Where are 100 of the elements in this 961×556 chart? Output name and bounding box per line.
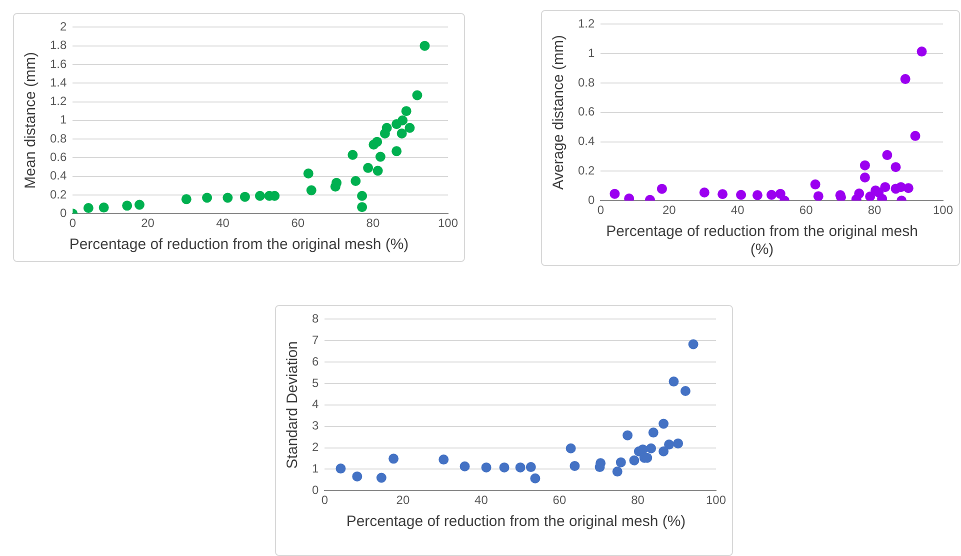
y-tick-label: 8 xyxy=(312,312,319,326)
x-tick-label: 100 xyxy=(932,203,954,218)
point xyxy=(664,440,674,450)
x-tick-label: 0 xyxy=(69,216,76,230)
point xyxy=(392,146,402,156)
point xyxy=(680,386,690,396)
y-tick-label: 0.4 xyxy=(50,168,67,183)
point xyxy=(752,190,762,200)
y-tick-label: 1.2 xyxy=(578,16,595,31)
y-tick-label: 0.4 xyxy=(578,134,595,148)
point xyxy=(813,191,824,201)
point xyxy=(718,189,728,200)
point xyxy=(240,192,250,202)
point xyxy=(98,202,109,213)
point xyxy=(616,457,626,468)
point xyxy=(372,136,382,147)
x-tick-label: 20 xyxy=(141,216,155,230)
point xyxy=(376,472,386,483)
y-tick-label: 0.8 xyxy=(578,75,595,90)
y-tick-label: 3 xyxy=(312,418,319,433)
point xyxy=(658,418,669,429)
point xyxy=(382,122,392,133)
y-tick-label: 7 xyxy=(312,332,319,347)
point xyxy=(332,178,342,188)
point xyxy=(916,46,927,57)
y-tick-label: 6 xyxy=(312,354,319,368)
point xyxy=(438,454,449,465)
point xyxy=(699,188,710,198)
point xyxy=(610,188,620,199)
y-tick-label: 4 xyxy=(312,397,319,412)
point xyxy=(673,438,684,448)
point xyxy=(570,460,580,471)
point xyxy=(656,184,667,194)
x-tick-label: 60 xyxy=(291,216,305,230)
point xyxy=(910,130,920,141)
point xyxy=(646,443,656,454)
point xyxy=(83,203,94,214)
point xyxy=(357,190,368,201)
x-tick-label: 40 xyxy=(474,493,488,508)
x-tick-label: 40 xyxy=(216,216,230,230)
point xyxy=(375,152,386,162)
y-tick-label: 0.6 xyxy=(578,104,595,119)
point xyxy=(350,176,361,186)
y-tick-label: 1.4 xyxy=(50,75,67,90)
point xyxy=(306,185,316,196)
point xyxy=(363,162,374,173)
y-tick-label: 0.6 xyxy=(50,150,67,164)
y-tick-label: 0.2 xyxy=(50,187,67,202)
x-tick-label: 60 xyxy=(799,203,814,218)
y-tick-label: 1.8 xyxy=(50,38,67,52)
point xyxy=(398,115,408,126)
point xyxy=(854,188,864,199)
point xyxy=(865,191,876,201)
x-tick-label: 0 xyxy=(321,493,328,508)
y-tick-label: 1.6 xyxy=(50,56,67,71)
point xyxy=(181,194,192,204)
x-tick-label: 80 xyxy=(631,493,645,508)
point xyxy=(526,462,536,472)
y-tick-label: 1 xyxy=(588,46,595,60)
point xyxy=(566,443,576,454)
point xyxy=(122,200,132,211)
point xyxy=(222,192,233,203)
point xyxy=(860,160,870,170)
point xyxy=(404,122,415,133)
x-axis-title: Percentage of reduction from the original mesh (%) xyxy=(68,236,410,254)
x-axis-title: Percentage of reduction from the original mesh (%) xyxy=(345,513,687,531)
y-tick-label: 0.2 xyxy=(578,164,595,178)
point xyxy=(202,192,212,203)
point xyxy=(515,462,526,472)
point xyxy=(648,428,658,438)
y-tick-label: 1 xyxy=(60,112,67,127)
point xyxy=(629,455,640,466)
point xyxy=(688,339,698,350)
y-tick-label: 1.2 xyxy=(50,94,67,108)
point xyxy=(420,40,430,51)
y-axis-title: Standard Deviation xyxy=(284,341,302,469)
point xyxy=(481,462,492,472)
point xyxy=(401,106,412,116)
point xyxy=(736,190,746,200)
x-tick-label: 20 xyxy=(662,203,676,218)
point xyxy=(668,376,679,387)
y-tick-label: 5 xyxy=(312,376,319,390)
y-tick-label: 0 xyxy=(588,192,595,207)
point xyxy=(303,168,314,179)
x-tick-label: 80 xyxy=(366,216,380,230)
point xyxy=(357,202,368,212)
point xyxy=(372,166,383,176)
y-axis-title: Average distance (mm) xyxy=(550,35,568,190)
point xyxy=(890,162,901,172)
x-axis-title: Percentage of reduction from the original mesh (%) xyxy=(605,223,919,259)
point xyxy=(900,74,910,84)
point xyxy=(348,150,358,160)
y-axis-title: Mean distance (mm) xyxy=(22,52,40,189)
point xyxy=(388,454,399,464)
point xyxy=(412,90,422,100)
point xyxy=(460,461,470,472)
point xyxy=(352,471,362,482)
point xyxy=(612,466,622,477)
point xyxy=(396,128,407,138)
x-tick-label: 100 xyxy=(438,216,458,230)
